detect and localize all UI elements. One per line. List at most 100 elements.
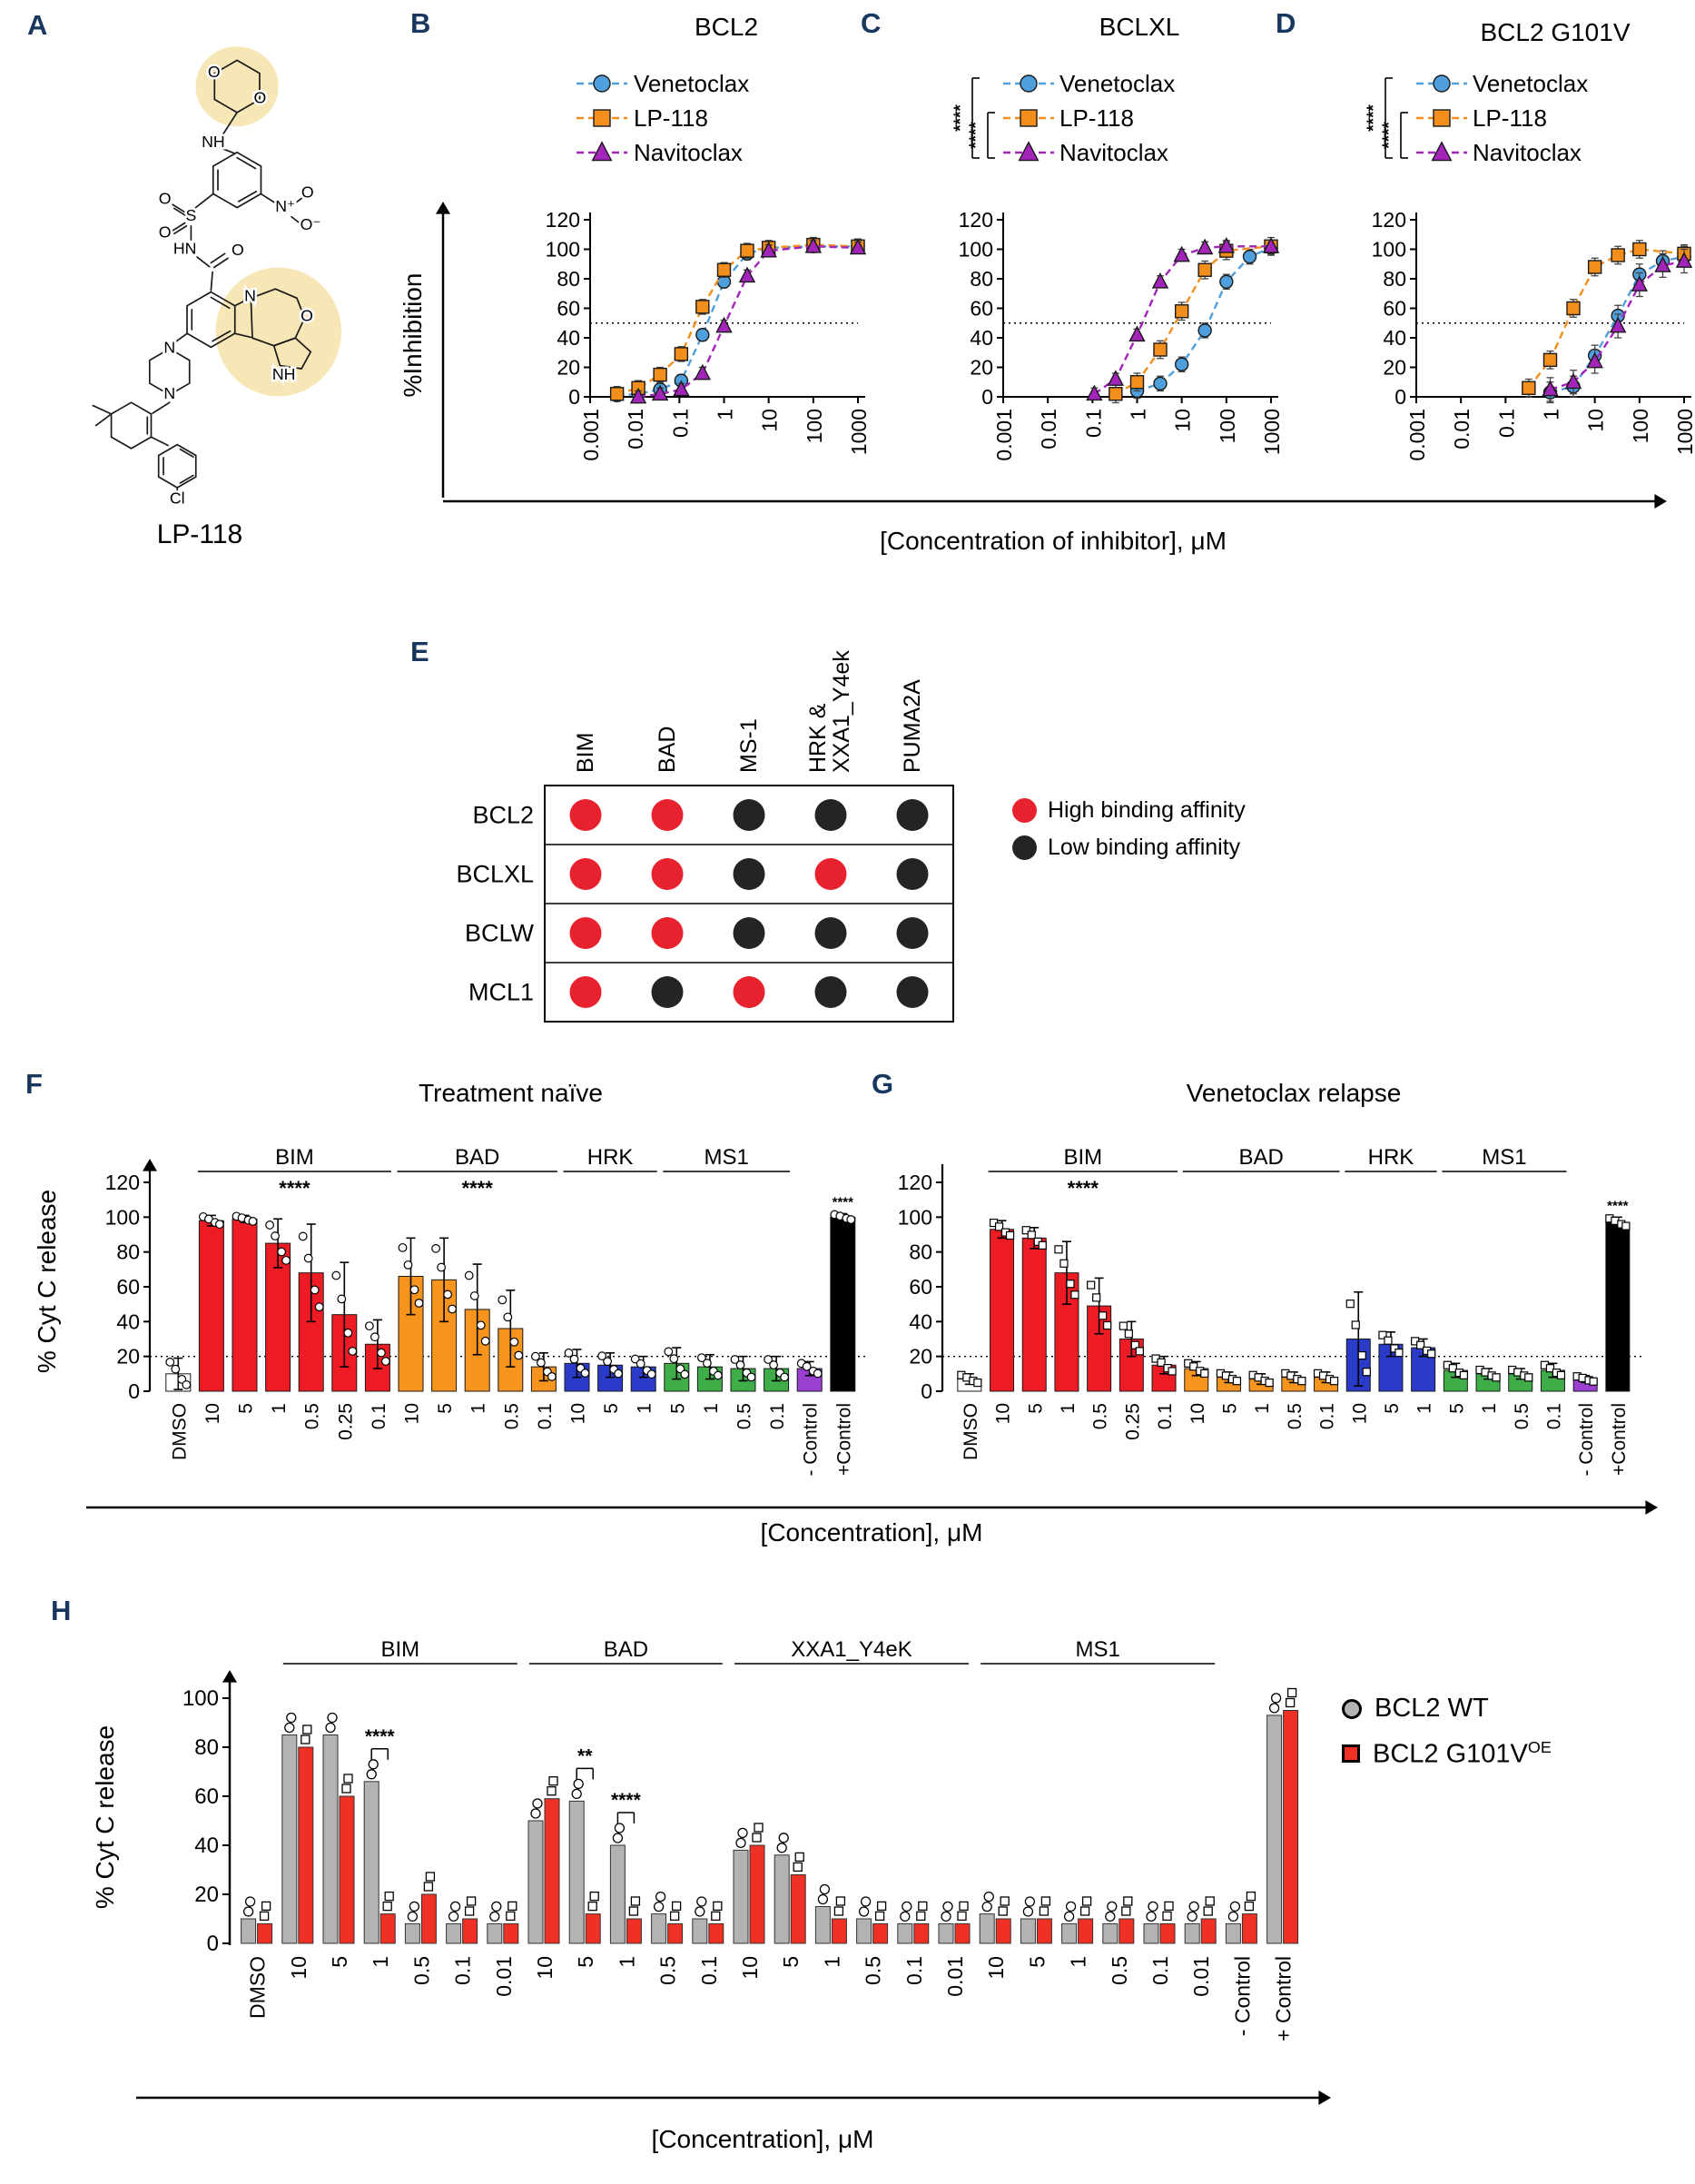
x-tick-label: 1 (1252, 1403, 1273, 1414)
legend-item-bcl2-g101v: BCL2 G101VOE (1342, 1738, 1552, 1770)
bar-wt-10 (733, 1849, 749, 1944)
legend-item-bcl2-wt: BCL2 WT (1342, 1694, 1552, 1724)
data-point (1542, 352, 1558, 368)
data-point (443, 1290, 453, 1300)
x-tick-label: 1 (1479, 1403, 1500, 1414)
data-point-g101v (384, 1891, 394, 1902)
x-tick-label: 0.1 (902, 1956, 926, 1985)
arrowhead (1645, 1500, 1658, 1515)
data-point-g101v (1164, 1901, 1174, 1912)
sig-stars: **** (1607, 1198, 1629, 1213)
legend-marker (591, 141, 613, 162)
chart-title-bcl2: BCL2 (694, 13, 759, 41)
data-point (1070, 1290, 1079, 1300)
data-point (646, 1369, 656, 1379)
data-point-wt (1227, 1911, 1239, 1922)
group-label: MS1 (1076, 1637, 1120, 1662)
y-tick-label: 0 (981, 385, 993, 409)
data-point (248, 1217, 258, 1226)
group-label: XXA1_Y4eK (791, 1637, 912, 1662)
column-header: BAD (655, 726, 680, 773)
data-point (1196, 238, 1214, 255)
legend-label: BCL2 WT (1375, 1694, 1489, 1723)
panel-label-h: H (51, 1595, 72, 1626)
data-point (674, 347, 689, 361)
data-point (498, 1295, 508, 1305)
data-point (1448, 1364, 1457, 1373)
legend-label: Navitoclax (634, 139, 743, 166)
data-point (370, 1332, 379, 1342)
y-tick-label: 60 (557, 297, 580, 321)
data-point (1351, 1320, 1360, 1329)
x-tick-label: - Control (801, 1403, 822, 1477)
x-tick-label: 0.25 (1122, 1403, 1143, 1440)
x-tick-label: 0.1 (697, 1956, 721, 1985)
x-tick-label: 0.01 (1037, 409, 1060, 450)
data-point-g101v (548, 1776, 558, 1786)
x-tick-label: 1 (820, 1956, 843, 1968)
data-point (769, 1360, 778, 1369)
y-tick-label: 40 (970, 326, 993, 350)
x-tick-label: 0.5 (302, 1403, 323, 1429)
x-tick-label: +Control (1609, 1403, 1630, 1476)
data-point-g101v (506, 1911, 516, 1922)
data-point-wt (819, 1883, 831, 1895)
affinity-dot-low (896, 858, 929, 890)
bar-5 (597, 1364, 624, 1392)
y-tick-label: 120 (1372, 208, 1406, 232)
data-point-g101v (1123, 1896, 1133, 1906)
data-point-g101v (876, 1901, 887, 1912)
sig-stars: **** (462, 1177, 494, 1200)
data-point-wt (532, 1798, 543, 1809)
x-tick-label: 5 (667, 1403, 688, 1414)
data-point (1621, 1221, 1631, 1230)
data-point-wt (1146, 1911, 1157, 1922)
data-point (804, 236, 823, 253)
data-point (669, 1354, 679, 1364)
sig-stars: **** (611, 1790, 642, 1811)
data-point-g101v (1040, 1896, 1051, 1906)
x-tick-label: 1 (701, 1403, 722, 1414)
x-tick-label: 1 (714, 409, 737, 420)
group-label: BIM (1063, 1145, 1102, 1170)
bar-5 (232, 1218, 258, 1392)
data-point (1345, 1300, 1355, 1309)
x-tick-label: 1 (635, 1403, 655, 1414)
bar-wt-5 (1020, 1918, 1036, 1944)
bar-g101v-0.5 (872, 1922, 889, 1944)
data-point (849, 238, 867, 255)
atom-label: N (163, 338, 175, 356)
row-label: BCL2 (472, 802, 534, 829)
data-point (1522, 380, 1536, 395)
bar-wt-0.5 (856, 1918, 872, 1944)
data-point (310, 1285, 320, 1295)
x-tick-label: 0.5 (1108, 1956, 1131, 1985)
x-tick-label: - Control (1230, 1956, 1254, 2036)
curve-LP-118 (1115, 245, 1272, 395)
data-point-wt (653, 1901, 665, 1912)
data-point (303, 1253, 313, 1263)
data-point (1153, 342, 1168, 357)
x-tick-label: 10 (287, 1956, 310, 1980)
data-point (1357, 1351, 1366, 1360)
affinity-dot-low (896, 976, 929, 1008)
sig-stars: **** (951, 104, 971, 132)
x-tick-label: 10 (1349, 1403, 1370, 1424)
data-point (1109, 387, 1123, 401)
data-point (1027, 1230, 1036, 1240)
data-point (1675, 252, 1693, 268)
data-point-g101v (587, 1901, 597, 1912)
data-point (414, 1299, 424, 1308)
data-point-g101v (754, 1823, 764, 1833)
affinity-dot-high (651, 858, 684, 890)
legend-label: LP-118 (634, 104, 708, 132)
bar-wt-0.01 (487, 1922, 503, 1944)
x-tick-label: 10 (738, 1956, 762, 1980)
bar-g101v-1 (379, 1913, 396, 1944)
data-point-wt (1268, 1703, 1280, 1714)
data-point (337, 1294, 347, 1304)
affinity-dot-low (733, 858, 765, 890)
bar-wt-1 (609, 1844, 626, 1944)
x-tick-label: 1 (1540, 409, 1563, 420)
data-point (738, 266, 756, 283)
